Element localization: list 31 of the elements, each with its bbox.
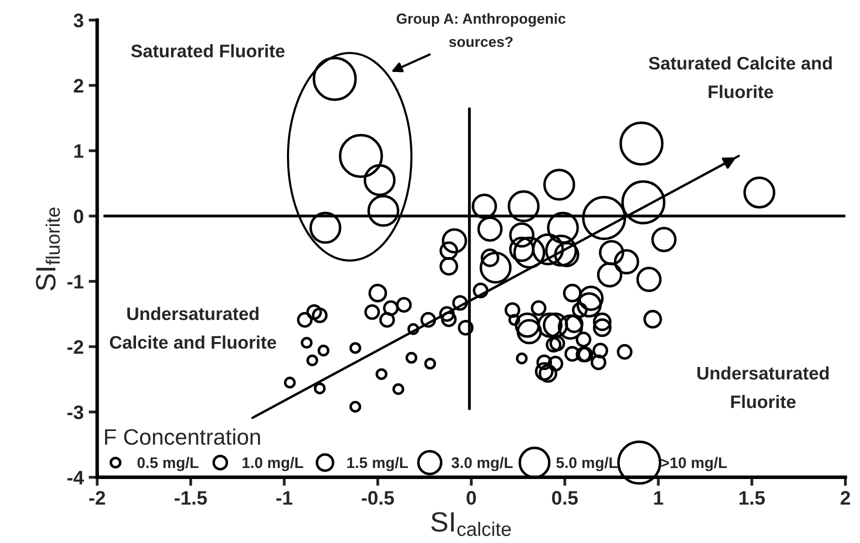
legend-label: 5.0 mg/L [556, 456, 618, 472]
x-tick-label: 0.5 [552, 491, 578, 505]
legend-label: 1.0 mg/L [242, 456, 304, 472]
legend-label: 3.0 mg/L [452, 456, 513, 472]
y-tick-label: -2 [67, 340, 84, 354]
legend-title: F Concentration [105, 428, 260, 445]
annotation: Group A: Anthropogenic sources? [396, 13, 566, 48]
y-tick-label: 1 [74, 144, 84, 158]
y-tick-label: -3 [67, 405, 84, 420]
annotation: Saturated Calcite and Fluorite [648, 56, 832, 98]
x-tick-label: -1 [276, 491, 292, 505]
x-tick-label: 2 [840, 491, 850, 505]
x-tick-label: 0 [466, 491, 476, 505]
y-tick-label: -1 [67, 275, 84, 288]
annotation: Undersaturated Calcite and Fluorite [110, 306, 276, 349]
x-tick-label: -0.5 [362, 491, 394, 505]
x-tick-label: 1.5 [740, 491, 765, 505]
x-tick-label: -2 [89, 491, 106, 505]
y-tick-label: 2 [74, 78, 84, 92]
x-tick-label: 1 [654, 491, 664, 505]
y-tick-label: 3 [74, 14, 84, 28]
x-tick-label: -1.5 [174, 491, 207, 505]
y-axis-title: SI$_{fluorite}$ [36, 208, 60, 290]
annotation: Undersaturated Fluorite [697, 366, 829, 408]
y-tick-label: -4 [67, 470, 84, 484]
legend-label: 1.5 mg/L [347, 456, 408, 472]
x-axis-title: SI$_{calcite}$ [431, 512, 511, 536]
legend-label: 0.5 mg/L [138, 456, 198, 472]
legend-label: >10 mg/L [661, 456, 727, 472]
y-tick-label: 0 [74, 210, 84, 224]
annotation: Saturated Fluorite [131, 44, 285, 58]
